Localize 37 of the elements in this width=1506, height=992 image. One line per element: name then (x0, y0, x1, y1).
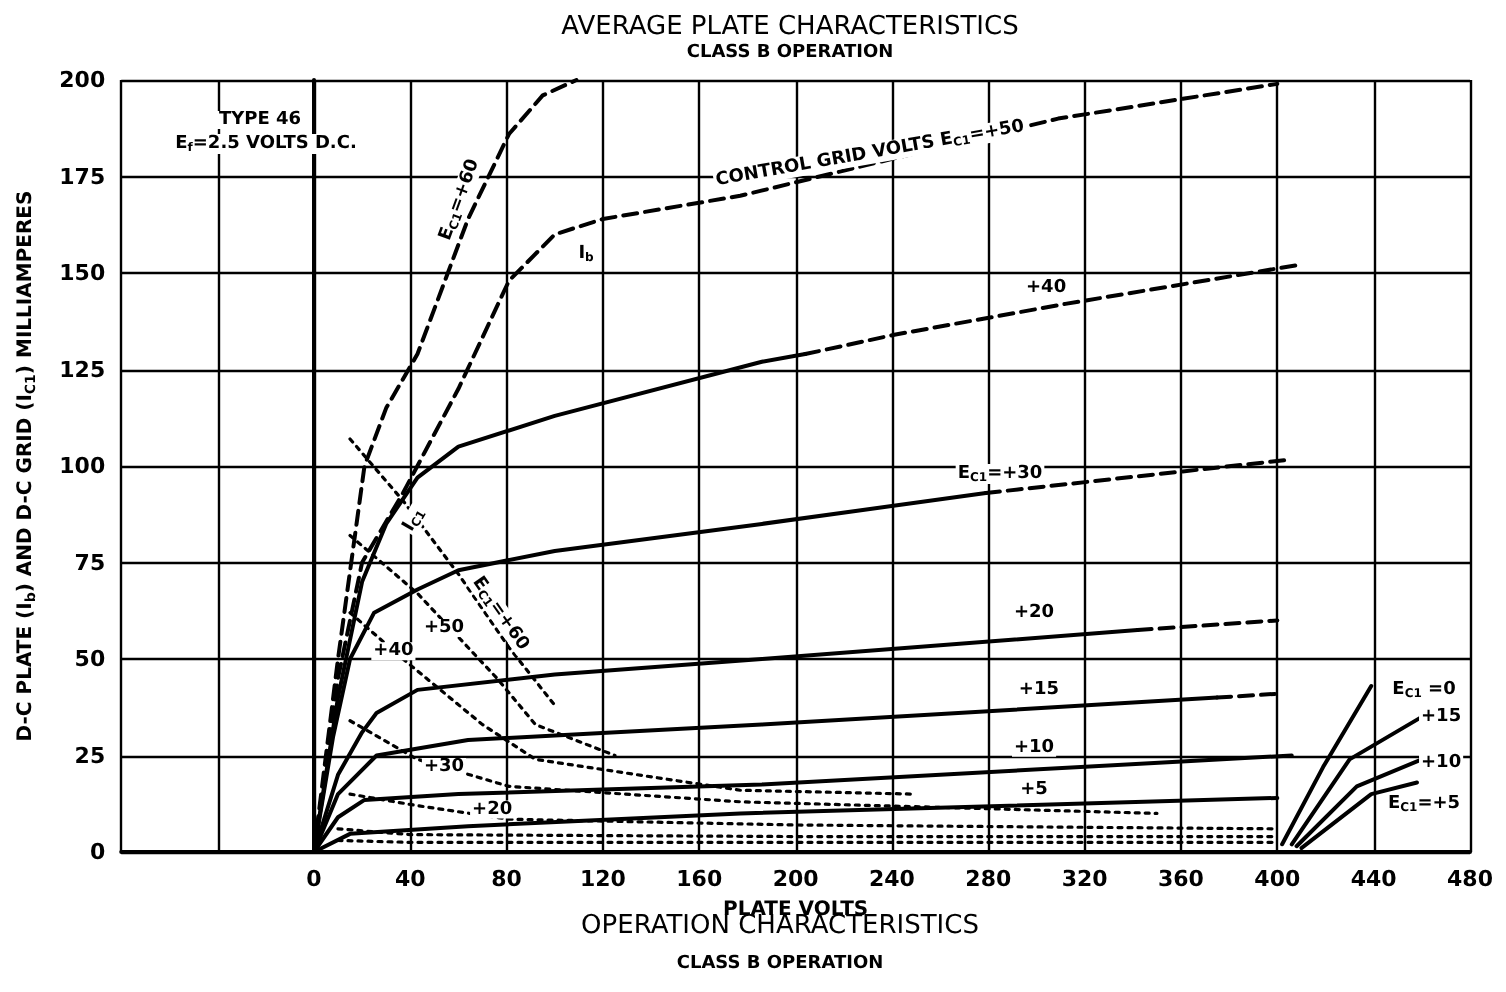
y-tick-label: 125 (59, 356, 106, 383)
y-tick-label: 25 (74, 742, 106, 769)
x-tick-label: 160 (676, 866, 723, 892)
annotation: +15 (1018, 679, 1059, 700)
annotation: +30 (423, 757, 465, 778)
annotation: +20 (1013, 602, 1055, 623)
annotation: +15 (1421, 706, 1462, 727)
x-tick-label: 320 (1061, 866, 1109, 892)
annotation: +10 (1421, 753, 1462, 774)
annotation: TYPE 46 (218, 110, 302, 130)
y-tick-label: 75 (74, 549, 106, 576)
x-tick-label: 0 (306, 866, 323, 892)
text: CLASS B OPERATION (676, 954, 884, 974)
y-tick-label: 100 (59, 453, 106, 479)
chart-title: AVERAGE PLATE CHARACTERISTICS (561, 12, 1019, 42)
y-tick-label: 0 (89, 839, 106, 865)
y-tick-label: 150 (59, 260, 106, 286)
y-tick-label: 200 (59, 67, 106, 93)
annotation: +10 (1013, 737, 1055, 758)
x-tick-label: 480 (1447, 866, 1494, 892)
annotation: +40 (1026, 278, 1067, 299)
x-tick-label: 40 (394, 866, 427, 892)
annotation: +50 (423, 618, 465, 639)
x-tick-label: 400 (1254, 866, 1301, 892)
y-tick-label: 175 (59, 163, 106, 190)
annotation: +40 (373, 641, 414, 662)
x-tick-label: 240 (868, 866, 916, 892)
x-tick-label: 280 (965, 866, 1012, 892)
x-tick-label: 200 (772, 866, 820, 892)
x-tick-label: 440 (1350, 866, 1398, 892)
chart-subtitle: CLASS B OPERATION (686, 43, 894, 63)
annotation: +5 (1020, 780, 1048, 801)
x-tick-label: 120 (579, 866, 627, 892)
y-tick-label: 50 (74, 646, 106, 672)
x-tick-label: 360 (1158, 866, 1205, 892)
annotation: +20 (472, 799, 513, 820)
x-tick-label: 80 (491, 866, 523, 892)
